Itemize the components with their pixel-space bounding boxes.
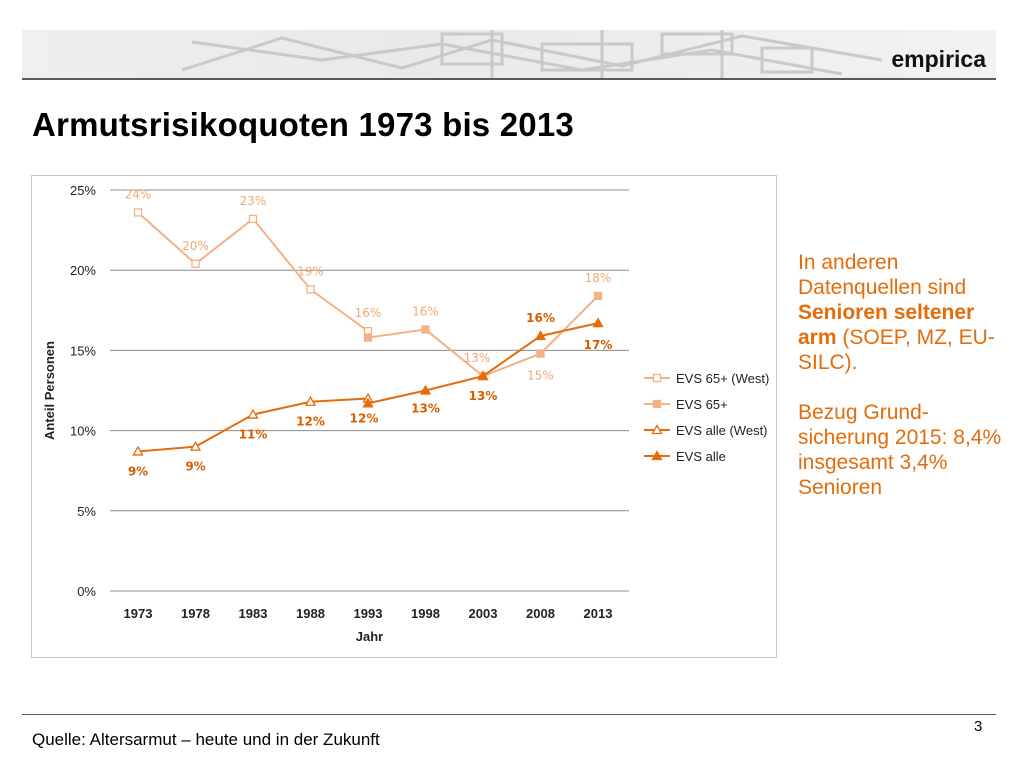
footer-rule: [22, 714, 996, 715]
data-point: [593, 291, 603, 301]
data-label: 15%: [527, 369, 554, 383]
y-tick-label: 15%: [70, 343, 96, 358]
side-note-paragraph-1: In anderen Datenquellen sind Senioren se…: [798, 250, 1008, 375]
x-tick-label: 2003: [469, 606, 498, 621]
data-point: [536, 349, 545, 358]
page-title: Armutsrisikoquoten 1973 bis 2013: [32, 106, 574, 143]
data-point: [306, 285, 315, 294]
data-point: [419, 384, 432, 395]
data-label: 9%: [128, 464, 148, 478]
data-point: [247, 408, 259, 419]
x-tick-label: 1998: [411, 606, 440, 621]
header-band: [22, 30, 996, 78]
header-decoration: [181, 30, 883, 78]
data-point: [592, 317, 604, 328]
legend-marker: [652, 399, 662, 409]
legend-marker: [652, 373, 662, 383]
x-tick-label: 1993: [354, 606, 383, 621]
data-point: [191, 259, 200, 268]
data-point: [132, 445, 144, 456]
x-tick-label: 1973: [124, 606, 153, 621]
data-label: 12%: [350, 412, 379, 426]
data-label: 13%: [464, 351, 491, 365]
data-label: 9%: [185, 460, 205, 474]
data-label: 24%: [125, 187, 152, 201]
y-tick-label: 10%: [70, 424, 96, 439]
x-tick-label: 1978: [181, 606, 210, 621]
x-tick-label: 1983: [239, 606, 268, 621]
brand-logo-text: empirica: [891, 46, 986, 72]
data-label: 16%: [412, 305, 439, 319]
data-label: 11%: [239, 428, 268, 442]
data-point: [534, 330, 547, 341]
data-label: 13%: [411, 402, 440, 416]
data-label: 17%: [584, 338, 613, 352]
side-note: In anderen Datenquellen sind Senioren se…: [798, 250, 1008, 525]
y-tick-label: 20%: [70, 263, 96, 278]
chart-frame: 0% 5% 10% 15% 20% 25% 1973 1978 1983 1988 1993 1998…: [31, 175, 777, 658]
header-rule: [22, 78, 996, 80]
legend-label: EVS 65+ (West): [676, 371, 769, 386]
data-point: [133, 208, 143, 217]
data-label: 12%: [296, 415, 325, 429]
data-label: 16%: [355, 306, 382, 320]
data-label: 18%: [585, 271, 612, 285]
y-tick-label: 5%: [77, 504, 96, 519]
data-label: 13%: [469, 389, 498, 403]
data-point: [304, 395, 317, 406]
source-note: Quelle: Altersarmut – heute und in der Z…: [32, 730, 380, 749]
series-line-2: [137, 397, 369, 453]
data-label: 16%: [526, 311, 555, 325]
data-point: [189, 440, 202, 451]
legend-label: EVS alle: [676, 449, 726, 464]
side-note-emphasis: Senioren seltener arm: [798, 301, 975, 349]
x-tick-label: 1988: [296, 606, 325, 621]
data-point: [477, 370, 489, 381]
x-tick-label: 2008: [526, 606, 555, 621]
side-note-text-end: (SOEP, MZ, EU-SILC).: [798, 326, 995, 374]
legend-label: EVS 65+: [676, 397, 728, 412]
data-point: [362, 397, 374, 408]
line-chart: 0% 5% 10% 15% 20% 25% 1973 1978 1983 1988 1993 1998…: [42, 183, 769, 644]
data-label: 23%: [240, 194, 267, 208]
page-number: 3: [974, 718, 983, 735]
side-note-paragraph-2: Bezug Grund-sicherung 2015: 8,4% insgesa…: [798, 401, 1002, 499]
legend-marker: [651, 424, 663, 435]
data-label: 19%: [297, 264, 324, 278]
y-tick-label: 25%: [70, 183, 96, 198]
x-tick-label: 2013: [584, 606, 613, 621]
data-point: [363, 333, 373, 342]
x-axis-title: Jahr: [356, 629, 383, 644]
series-line-0: [137, 211, 369, 332]
data-point: [248, 214, 258, 224]
side-note-text: In anderen Datenquellen sind: [798, 251, 967, 299]
data-point: [421, 325, 430, 334]
data-label: 20%: [182, 239, 209, 253]
legend-label: EVS alle (West): [676, 423, 768, 438]
legend-marker: [651, 450, 663, 461]
y-axis-title: Anteil Personen: [42, 341, 57, 440]
y-tick-label: 0%: [77, 584, 96, 599]
